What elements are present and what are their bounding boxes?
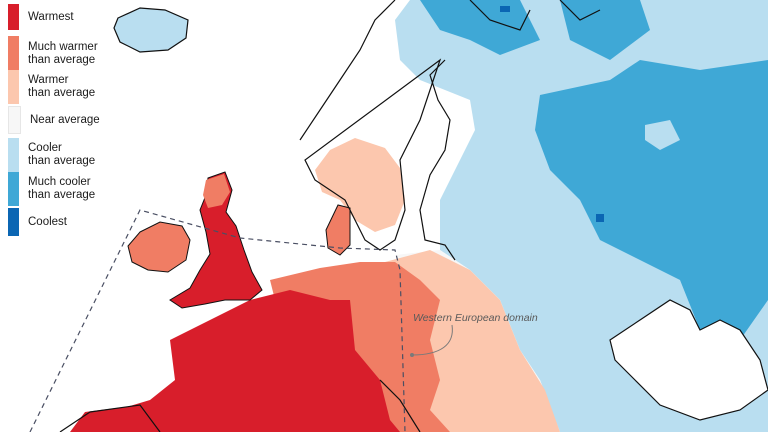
domain-annotation: Western European domain [413,312,538,324]
domain-boundary [29,209,406,432]
legend-label: Warmest [28,10,74,23]
iceland-land [113,7,189,53]
light-patch [645,120,680,150]
baltic-coastline [419,59,456,261]
legend-swatch [8,36,19,72]
scotland-much-warmer [203,174,230,208]
legend-label: Near average [30,113,100,126]
legend-item-near-average: Near average [8,106,100,134]
legend-label: Cooler than average [28,142,96,167]
legend-swatch [8,208,19,236]
north-much-cooler-patch-2 [560,0,650,60]
legend-swatch [8,138,19,172]
black-sea-coastline [609,299,768,421]
mediterranean-coast [59,379,421,432]
domain-pointer-dot [410,353,414,357]
legend-label: Coolest [28,215,67,228]
denmark-much-warmer [325,204,351,256]
legend-label: Much cooler than average [28,176,96,201]
legend-swatch [8,172,19,206]
great-britain-warmest [169,171,263,309]
legend-item-warmest: Warmest [8,4,74,30]
legend-item-cooler: Cooler than average [8,138,95,172]
legend-item-coolest: Coolest [8,208,67,236]
ireland-much-warmer [127,221,191,273]
legend-item-much-warmer: Much warmer than average [8,36,98,72]
legend-swatch [8,70,19,104]
legend-label: Warmer than average [28,74,96,99]
scandinavia-coastline [299,0,442,251]
domain-pointer [411,324,453,356]
legend-label: Much warmer than average [28,41,98,66]
east-much-cooler-region [535,60,768,340]
legend-swatch [8,4,19,30]
france-warmest-region [100,290,400,432]
legend-swatch [8,106,21,134]
legend-item-much-cooler: Much cooler than average [8,172,95,206]
norway-warm-patch [315,138,405,232]
north-coastline [469,0,601,31]
legend-item-warmer: Warmer than average [8,70,95,104]
north-much-cooler-patch [420,0,540,55]
